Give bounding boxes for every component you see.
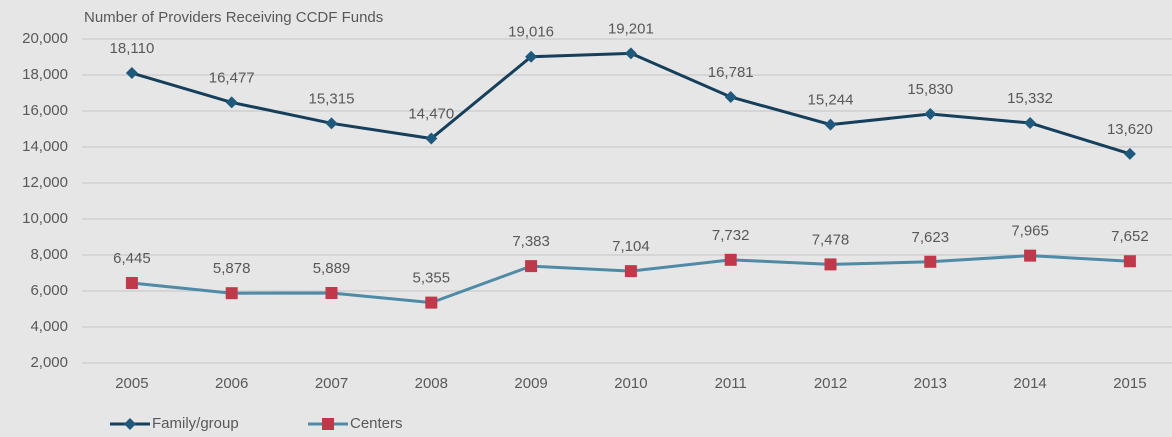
data-label: 7,652: [1111, 228, 1149, 245]
data-label: 5,355: [413, 270, 451, 287]
y-tick-label: 8,000: [30, 246, 68, 263]
data-point: [924, 255, 937, 268]
data-label: 7,965: [1011, 223, 1049, 240]
data-point: [824, 258, 837, 271]
chart-title: Number of Providers Receiving CCDF Funds: [84, 9, 383, 26]
x-tick-label: 2005: [115, 375, 148, 392]
y-tick-label: 14,000: [22, 138, 68, 155]
y-tick-label: 12,000: [22, 174, 68, 191]
x-tick-label: 2011: [715, 375, 747, 392]
x-tick-label: 2012: [814, 375, 847, 392]
y-tick-label: 2,000: [30, 354, 68, 371]
legend-label: Centers: [350, 415, 403, 432]
data-point: [724, 253, 737, 266]
x-tick-label: 2013: [914, 375, 947, 392]
data-label: 15,830: [907, 81, 953, 98]
data-point: [325, 117, 338, 130]
x-tick-label: 2008: [415, 375, 448, 392]
data-point: [225, 96, 238, 109]
x-tick-label: 2015: [1113, 375, 1146, 392]
y-tick-label: 6,000: [30, 282, 68, 299]
data-point: [1024, 117, 1037, 130]
x-tick-label: 2009: [514, 375, 547, 392]
data-label: 16,477: [209, 69, 255, 86]
data-label: 7,623: [912, 229, 950, 246]
data-label: 5,878: [213, 260, 251, 277]
data-point: [924, 108, 937, 121]
data-label: 7,104: [612, 238, 650, 255]
data-point: [225, 287, 238, 300]
y-tick-label: 18,000: [22, 66, 68, 83]
data-point: [525, 260, 538, 273]
y-tick-label: 4,000: [30, 318, 68, 335]
y-tick-label: 20,000: [22, 30, 68, 47]
data-point: [724, 90, 737, 103]
data-label: 5,889: [313, 260, 351, 277]
data-label: 16,781: [708, 64, 754, 81]
legend-label: Family/group: [152, 415, 239, 432]
data-label: 15,332: [1007, 90, 1053, 107]
data-point: [425, 296, 438, 309]
data-label: 13,620: [1107, 121, 1153, 138]
data-point: [525, 50, 538, 63]
data-point: [624, 47, 637, 60]
data-label: 14,470: [408, 106, 454, 123]
legend-marker: [322, 418, 334, 430]
data-point: [125, 67, 138, 80]
data-point: [425, 132, 438, 145]
data-label: 18,110: [110, 40, 155, 57]
data-point: [624, 265, 637, 278]
x-tick-label: 2010: [614, 375, 647, 392]
legend-marker: [124, 418, 136, 430]
x-tick-label: 2006: [215, 375, 248, 392]
data-label: 15,244: [808, 92, 854, 109]
data-label: 7,383: [512, 233, 550, 250]
x-tick-label: 2014: [1013, 375, 1046, 392]
data-label: 15,315: [309, 90, 355, 107]
data-label: 6,445: [113, 250, 151, 267]
data-point: [125, 276, 138, 289]
y-tick-label: 10,000: [22, 210, 68, 227]
data-point: [325, 286, 338, 299]
data-label: 19,016: [508, 24, 554, 41]
data-point: [824, 118, 837, 131]
data-label: 7,732: [712, 227, 750, 244]
data-point: [1123, 147, 1136, 160]
data-point: [1123, 255, 1136, 268]
x-tick-label: 2007: [315, 375, 348, 392]
data-point: [1024, 249, 1037, 262]
y-tick-label: 16,000: [22, 102, 68, 119]
data-label: 19,201: [608, 20, 654, 37]
data-label: 7,478: [812, 231, 850, 248]
